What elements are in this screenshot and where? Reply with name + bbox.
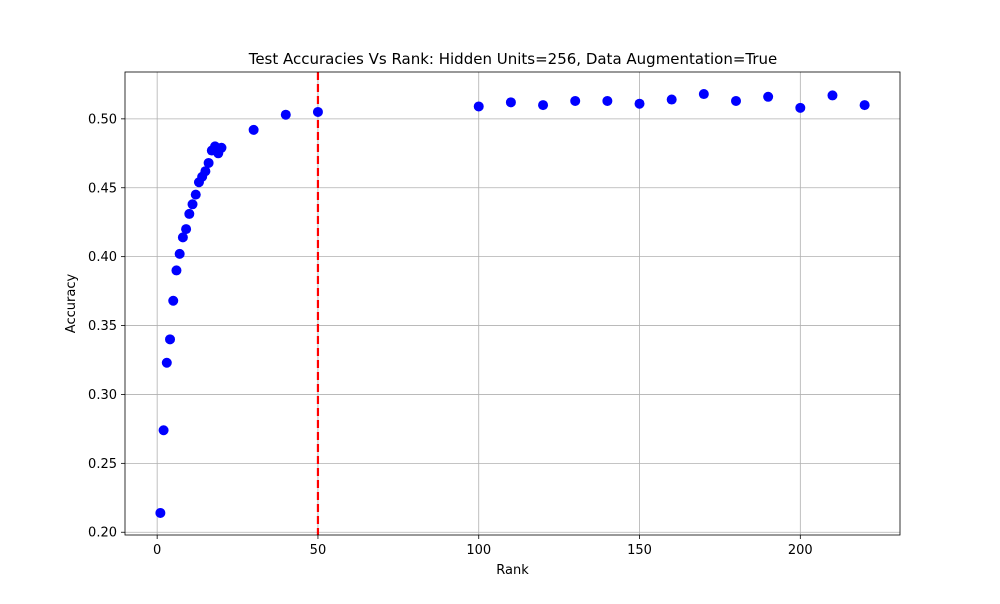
y-tick-label: 0.25	[88, 457, 117, 472]
y-tick-label: 0.35	[88, 319, 117, 334]
y-tick-label: 0.40	[88, 250, 117, 265]
data-point	[177, 232, 188, 243]
x-tick-label: 100	[466, 543, 491, 558]
data-point	[155, 507, 166, 518]
data-point	[795, 102, 806, 113]
data-point	[666, 94, 677, 105]
data-point	[168, 295, 179, 306]
data-point	[730, 95, 741, 106]
y-tick-label: 0.20	[88, 526, 117, 541]
data-point	[312, 106, 323, 117]
data-point	[171, 265, 182, 276]
data-point	[505, 97, 516, 108]
x-tick-label: 50	[310, 543, 327, 558]
data-point	[174, 248, 185, 259]
data-point	[190, 189, 201, 200]
data-point	[216, 142, 227, 153]
data-point	[602, 95, 613, 106]
data-point	[827, 90, 838, 101]
data-point	[187, 199, 198, 210]
data-point	[158, 425, 169, 436]
data-point	[538, 100, 549, 111]
data-point	[570, 95, 581, 106]
data-point	[161, 357, 172, 368]
data-point	[248, 124, 259, 135]
data-point	[165, 334, 176, 345]
y-axis-label: Accuracy	[64, 274, 79, 334]
x-tick-label: 200	[788, 543, 813, 558]
tick-layer: 0 50 100 150 200 0.20 0.25 0.30 0.35 0.40 0.45 0.50	[88, 112, 813, 558]
data-point	[181, 224, 192, 235]
axes-frame	[124, 71, 901, 536]
data-point	[859, 100, 870, 111]
grid-layer	[125, 72, 900, 535]
chart-title: Test Accuracies Vs Rank: Hidden Units=25…	[248, 50, 778, 68]
data-points-layer	[155, 89, 870, 518]
x-tick-label: 150	[627, 543, 652, 558]
x-axis-label: Rank	[496, 563, 529, 578]
data-point	[200, 166, 211, 177]
data-point	[184, 208, 195, 219]
y-tick-label: 0.50	[88, 112, 117, 127]
data-point	[698, 89, 709, 100]
data-point	[280, 109, 291, 120]
data-point	[634, 98, 645, 109]
x-tick-label: 0	[153, 543, 161, 558]
y-tick-label: 0.30	[88, 388, 117, 403]
data-point	[203, 157, 214, 168]
data-point	[763, 91, 774, 102]
data-point	[473, 101, 484, 112]
y-tick-label: 0.45	[88, 181, 117, 196]
